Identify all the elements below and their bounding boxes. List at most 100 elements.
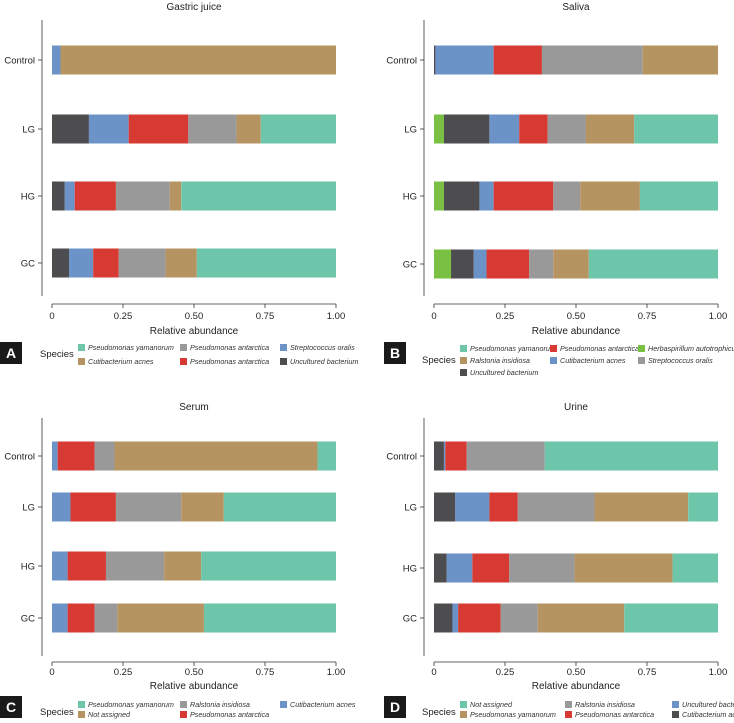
bar-segment <box>114 441 318 471</box>
bar-segment <box>105 551 165 581</box>
bar-segment <box>489 114 520 144</box>
legend-swatch <box>550 357 557 364</box>
bar-segment <box>594 492 689 522</box>
x-tick-label: 1.00 <box>709 311 728 322</box>
bar-segment <box>52 45 61 75</box>
legend-swatch <box>180 711 187 718</box>
bar-segment <box>69 248 94 278</box>
bar-segment <box>196 248 336 278</box>
bar-segment <box>57 441 95 471</box>
panel-tag-box <box>0 696 22 718</box>
bar-segment <box>486 249 530 279</box>
bar-segment <box>443 441 446 471</box>
bar-segment <box>117 603 204 633</box>
category-label: GC <box>21 259 35 270</box>
category-label: LG <box>404 125 417 136</box>
panel-tag-box <box>384 696 406 718</box>
bar-segment <box>128 114 189 144</box>
bar-segment <box>93 248 119 278</box>
category-label: LG <box>22 503 35 514</box>
bar-segment <box>236 114 261 144</box>
legend-swatch <box>280 358 287 365</box>
x-tick-label: 1.00 <box>327 667 346 678</box>
x-tick-label: 0.75 <box>256 311 275 322</box>
bar-segment <box>434 114 444 144</box>
bar-segment <box>537 603 625 633</box>
legend-entry: Cutibacterium acnes <box>560 356 626 365</box>
bar-segment <box>434 441 444 471</box>
panel-d: Urine Control LG HG GC 0 0.25 0.50 0.75 1.00 Relat… <box>384 402 734 719</box>
bar-segment <box>443 114 490 144</box>
x-tick-label: 0.25 <box>496 667 515 678</box>
legend-entry: Streptococcus oralis <box>290 343 355 352</box>
legend-entry: Cutibacterium acnes <box>290 700 356 709</box>
category-label: HG <box>21 192 35 203</box>
bar-segment <box>74 181 116 211</box>
bar-segment <box>118 248 166 278</box>
category-label: GC <box>403 260 417 271</box>
bar-segment <box>94 603 118 633</box>
x-axis-label: Relative abundance <box>150 681 239 692</box>
bar-segment <box>509 553 575 583</box>
category-label: HG <box>403 564 417 575</box>
bar-segment <box>455 492 490 522</box>
bar-segment <box>52 181 65 211</box>
x-tick-label: 0.25 <box>114 311 133 322</box>
legend-entry: Pseudomonas antarctica <box>190 357 269 366</box>
legend-entry: Cutibacterium acnes <box>682 710 734 719</box>
bar-segment <box>479 181 494 211</box>
bar-segment <box>642 45 718 75</box>
category-label: Control <box>4 452 35 463</box>
bar-segment <box>317 441 336 471</box>
x-tick-label: 0.75 <box>638 667 657 678</box>
bar-segment <box>188 114 237 144</box>
bar-segment <box>634 114 718 144</box>
bar-segment <box>94 441 115 471</box>
bar-segment <box>472 553 510 583</box>
legend-title: Species <box>40 349 74 360</box>
legend-entry: Ralstonia insidiosa <box>470 356 530 365</box>
bar-segment <box>434 553 447 583</box>
bar-segment <box>624 603 718 633</box>
category-label: LG <box>404 503 417 514</box>
legend-swatch <box>638 357 645 364</box>
bar-segment <box>165 248 197 278</box>
bar-segment <box>588 249 718 279</box>
legend-swatch <box>672 701 679 708</box>
x-tick-label: 0.50 <box>567 667 586 678</box>
legend-entry: Pseudomonas yamanorum <box>88 343 174 352</box>
legend-swatch <box>180 344 187 351</box>
legend-swatch <box>180 358 187 365</box>
bar-segment <box>435 45 494 75</box>
bar-segment <box>544 441 718 471</box>
bar-segment <box>52 551 68 581</box>
bar-segment <box>574 553 673 583</box>
legend-title: Species <box>422 707 456 718</box>
category-label: LG <box>22 125 35 136</box>
x-tick-label: 0 <box>49 311 54 322</box>
x-tick-label: 0.25 <box>114 667 133 678</box>
bar-segment <box>553 181 581 211</box>
legend-entry: Pseudomonas antarctica <box>190 710 269 719</box>
legend-title: Species <box>422 355 456 366</box>
legend-entry: Pseudomonas yamanorum <box>470 710 556 719</box>
x-tick-label: 0.75 <box>256 667 275 678</box>
bar-segment <box>529 249 554 279</box>
bar-segment <box>639 181 718 211</box>
legend-entry: Not assigned <box>470 700 513 709</box>
legend-title: Species <box>40 707 74 718</box>
bar-segment <box>688 492 718 522</box>
bar-segment <box>52 603 68 633</box>
legend-entry: Pseudomonas yamanorum <box>88 700 174 709</box>
panel-tag-label: C <box>6 699 16 715</box>
bar-segment <box>201 551 336 581</box>
legend-swatch <box>78 711 85 718</box>
bar-segment <box>580 181 640 211</box>
legend-swatch <box>180 701 187 708</box>
bar-segment <box>458 603 501 633</box>
bar-segment <box>164 551 202 581</box>
x-axis-label: Relative abundance <box>150 326 239 337</box>
bar-segment <box>60 45 337 75</box>
bar-segment <box>64 181 75 211</box>
bar-segment <box>672 553 718 583</box>
